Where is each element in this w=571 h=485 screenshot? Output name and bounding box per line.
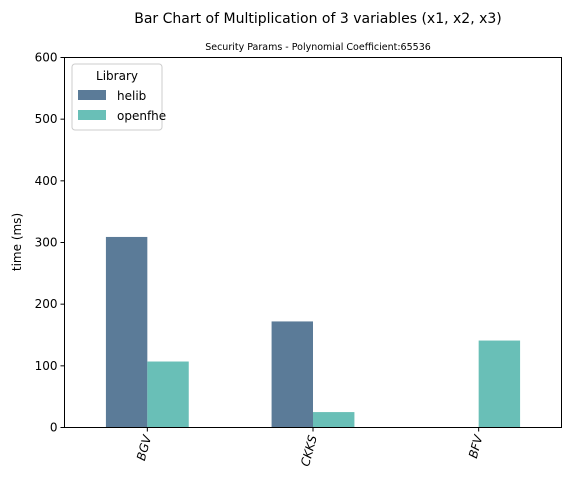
- chart-subtitle: Security Params - Polynomial Coefficient…: [205, 42, 431, 53]
- bar-helib-bgv: [105, 236, 148, 428]
- x-tick-label: BFV: [466, 433, 486, 460]
- y-axis-label: time (ms): [10, 213, 24, 271]
- bar-openfhe-ckks: [313, 412, 355, 428]
- legend: Library helib openfhe: [71, 63, 166, 131]
- y-axis: 0 100 200 300 400 500 600: [35, 51, 65, 435]
- bars-layer: [105, 236, 521, 428]
- bar-openfhe-bfv: [478, 340, 521, 428]
- legend-swatch-openfhe: [78, 110, 106, 120]
- y-tick-label: 100: [35, 359, 58, 373]
- y-tick-label: 500: [35, 112, 58, 126]
- legend-title: Library: [96, 69, 138, 83]
- bar-helib-ckks: [271, 321, 313, 428]
- legend-label-openfhe: openfhe: [117, 109, 166, 123]
- y-tick-label: 600: [35, 51, 58, 65]
- y-tick-label: 400: [35, 174, 58, 188]
- y-tick-label: 0: [50, 421, 58, 435]
- y-tick-label: 300: [35, 236, 58, 250]
- bar-openfhe-bgv: [147, 361, 189, 428]
- x-tick-label: CKKS: [298, 433, 320, 468]
- legend-label-helib: helib: [117, 89, 146, 103]
- x-tick-label: BGV: [134, 433, 154, 462]
- y-tick-label: 200: [35, 297, 58, 311]
- plot-frame: [64, 57, 562, 428]
- chart-title: Bar Chart of Multiplication of 3 variabl…: [134, 11, 502, 27]
- x-axis: BGV CKKS BFV: [134, 427, 486, 468]
- legend-swatch-helib: [78, 90, 106, 100]
